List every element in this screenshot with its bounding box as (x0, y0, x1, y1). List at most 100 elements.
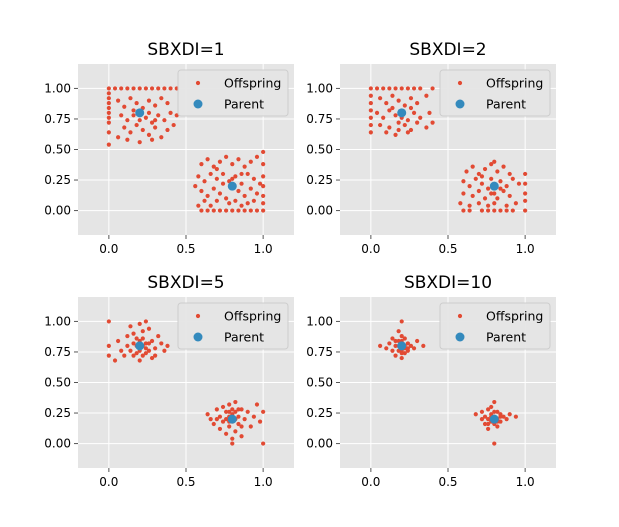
offspring-point (106, 110, 111, 115)
offspring-point (257, 419, 263, 424)
offspring-point (476, 201, 481, 206)
offspring-point (470, 193, 475, 199)
offspring-point (106, 353, 111, 358)
offspring-point (492, 208, 497, 213)
offspring-point (495, 424, 500, 429)
offspring-point (482, 421, 488, 427)
offspring-point (381, 86, 386, 91)
offspring-point (248, 159, 253, 164)
offspring-point (467, 208, 472, 213)
y-tick-label: 0.75 (306, 345, 333, 359)
offspring-point (486, 203, 491, 208)
offspring-point (146, 341, 152, 346)
offspring-point (411, 110, 417, 115)
offspring-point (504, 184, 509, 189)
offspring-point (368, 130, 373, 135)
offspring-point (245, 409, 250, 414)
offspring-point (402, 103, 407, 108)
offspring-point (523, 171, 528, 177)
offspring-point (510, 176, 515, 181)
offspring-point (205, 193, 210, 199)
y-tick-label: 0.00 (306, 204, 333, 218)
offspring-point (402, 351, 407, 356)
offspring-point (378, 96, 383, 101)
offspring-point (501, 188, 506, 194)
y-tick-label: 0.50 (44, 376, 71, 390)
offspring-point (489, 176, 494, 181)
legend-offspring-marker (457, 80, 463, 86)
offspring-point (233, 399, 238, 405)
offspring-point (495, 409, 500, 414)
offspring-point (106, 115, 111, 120)
offspring-point (254, 191, 260, 196)
x-tick-label: 1.0 (516, 475, 535, 489)
offspring-point (384, 100, 389, 106)
legend: Offspring Parent (177, 69, 289, 117)
offspring-point (387, 108, 392, 113)
offspring-point (199, 162, 204, 167)
y-tick-label: 1.00 (306, 81, 333, 95)
offspring-point (106, 130, 111, 135)
offspring-point (492, 159, 497, 164)
offspring-point (143, 351, 148, 356)
offspring-point (261, 184, 266, 189)
offspring-point (399, 319, 404, 324)
offspring-point (153, 346, 158, 351)
legend: Offspring Parent (439, 69, 551, 117)
offspring-point (233, 198, 238, 203)
offspring-point (224, 417, 229, 422)
subplot-3: 0.0 0.5 1.0 0.00 0.25 0.50 0.75 1.00 SBXDI=5 Offs… (44, 273, 294, 489)
offspring-point (239, 434, 244, 439)
offspring-point (405, 130, 410, 135)
legend: Offspring Parent (439, 302, 551, 350)
offspring-point (140, 336, 145, 341)
offspring-point (387, 125, 392, 130)
offspring-point (128, 348, 133, 353)
offspring-point (492, 441, 497, 446)
offspring-point (492, 399, 497, 405)
offspring-point (131, 86, 136, 91)
offspring-point (239, 407, 244, 412)
offspring-point (165, 343, 170, 348)
offspring-point (405, 346, 410, 351)
legend-box (439, 302, 551, 350)
offspring-point (214, 166, 219, 172)
offspring-point (224, 208, 229, 213)
x-tick-label: 0.0 (361, 475, 380, 489)
offspring-point (476, 188, 481, 194)
offspring-point (261, 174, 266, 179)
legend-box (439, 69, 551, 117)
subplot-title: SBXDI=5 (147, 273, 224, 293)
offspring-point (381, 115, 386, 120)
offspring-point (106, 343, 111, 348)
subplot-2: 0.0 0.5 1.0 0.00 0.25 0.50 0.75 1.00 SBXDI=2 Offs… (306, 40, 556, 256)
offspring-point (149, 86, 155, 91)
offspring-point (405, 86, 410, 91)
offspring-point (399, 351, 404, 356)
offspring-point (199, 208, 204, 213)
offspring-point (125, 343, 130, 348)
parent-point (489, 414, 499, 424)
offspring-point (134, 122, 139, 128)
offspring-point (214, 417, 219, 422)
offspring-point (168, 86, 173, 91)
offspring-point (387, 341, 392, 346)
offspring-point (523, 181, 528, 186)
y-tick-label: 0.00 (306, 437, 333, 451)
offspring-point (489, 404, 494, 410)
offspring-point (261, 162, 266, 167)
offspring-point (458, 201, 463, 206)
offspring-point (156, 333, 161, 339)
offspring-point (242, 164, 247, 169)
offspring-point (224, 409, 229, 414)
offspring-point (248, 186, 253, 191)
x-tick-label: 0.5 (176, 242, 195, 256)
offspring-point (125, 86, 130, 91)
offspring-point (140, 329, 145, 334)
offspring-point (402, 122, 407, 128)
y-tick-label: 0.25 (306, 173, 333, 187)
offspring-point (248, 424, 253, 429)
offspring-point (156, 113, 161, 118)
offspring-point (430, 86, 435, 91)
offspring-point (162, 348, 167, 353)
